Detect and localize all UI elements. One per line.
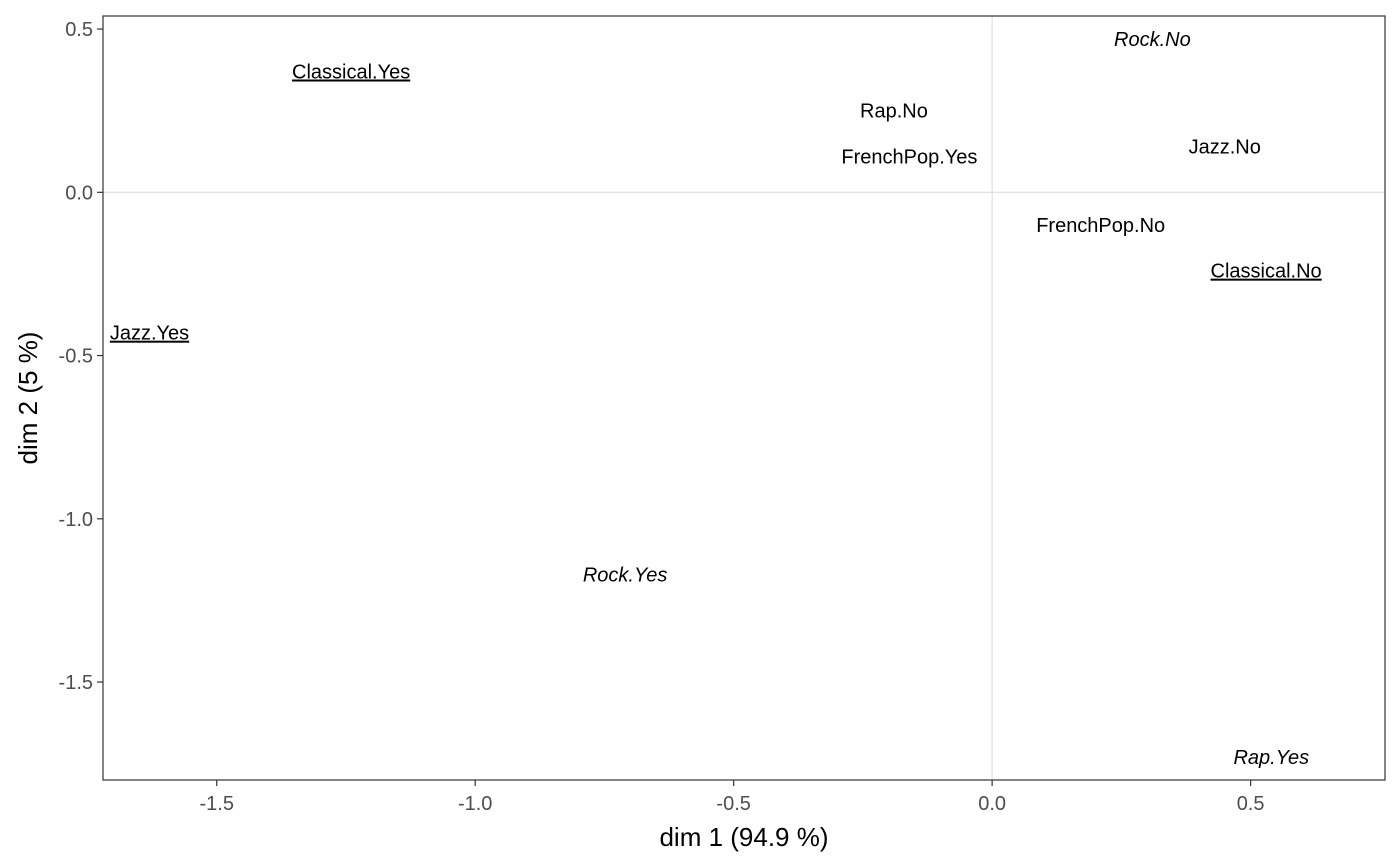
- point-label-frenchpop-no: FrenchPop.No: [1036, 215, 1165, 237]
- plot-panel-border: [102, 15, 1386, 781]
- point-label-rock-no: Rock.No: [1114, 29, 1191, 51]
- point-label-rap-no: Rap.No: [860, 101, 928, 123]
- y-tick-label: -1.0: [59, 509, 93, 531]
- x-tick-label: -0.5: [716, 793, 750, 815]
- point-label-jazz-no: Jazz.No: [1189, 137, 1261, 159]
- y-tick-label: 0.0: [65, 182, 93, 204]
- y-axis-title: dim 2 (5 %): [13, 332, 43, 465]
- x-axis-title: dim 1 (94.9 %): [659, 822, 828, 852]
- y-tick-label: -0.5: [59, 346, 93, 368]
- y-axis-ticks: 0.5 0.0 -0.5 -1.0 -1.5: [59, 19, 103, 694]
- point-label-rock-yes: Rock.Yes: [583, 564, 667, 586]
- reference-lines: [103, 16, 1385, 780]
- point-label-classical-yes: Classical.Yes: [292, 62, 410, 84]
- x-tick-label: -1.0: [458, 793, 492, 815]
- x-tick-label: -1.5: [199, 793, 233, 815]
- point-label-jazz-yes: Jazz.Yes: [110, 323, 189, 345]
- y-tick-label: -1.5: [59, 672, 93, 694]
- point-labels: Classical.Yes Rap.No FrenchPop.Yes Rock.No J…: [110, 29, 1322, 769]
- x-tick-label: 0.0: [978, 793, 1006, 815]
- point-label-rap-yes: Rap.Yes: [1233, 747, 1309, 769]
- point-label-frenchpop-yes: FrenchPop.Yes: [841, 146, 977, 168]
- y-tick-label: 0.5: [65, 19, 93, 41]
- point-label-classical-no: Classical.No: [1211, 261, 1322, 283]
- x-tick-label: 0.5: [1237, 793, 1265, 815]
- x-axis-ticks: -1.5 -1.0 -0.5 0.0 0.5: [199, 780, 1265, 815]
